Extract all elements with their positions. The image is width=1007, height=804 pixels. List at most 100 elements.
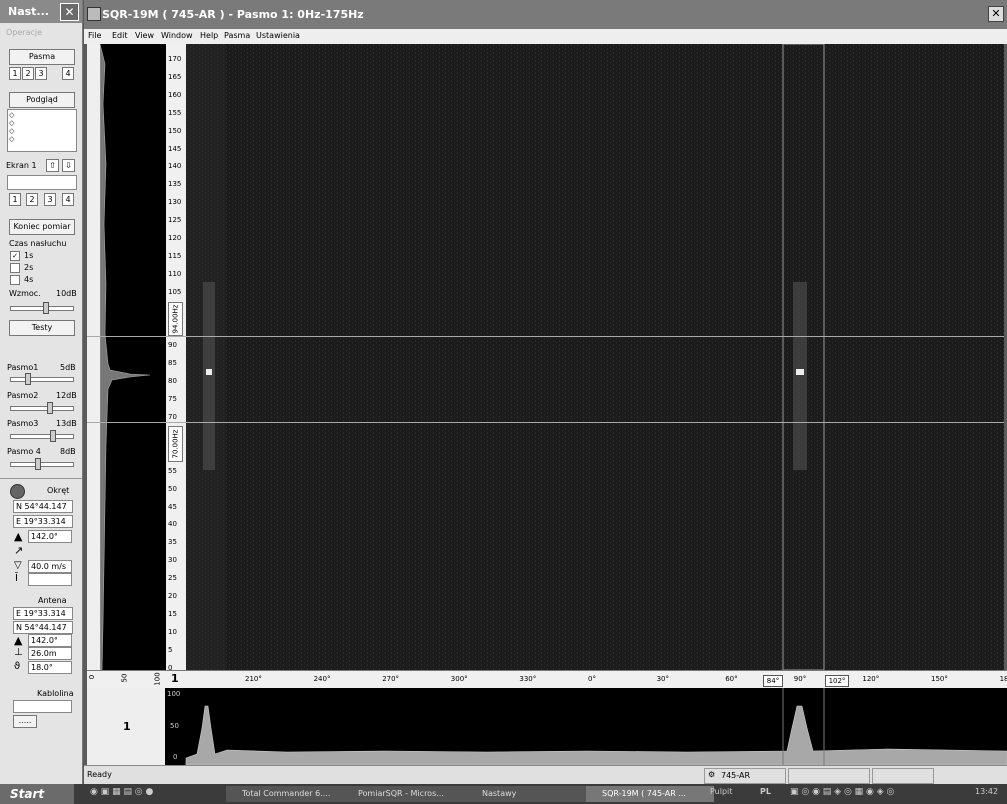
preview-list[interactable]: ◇ ◇ ◇ ◇ xyxy=(7,109,77,152)
freq-tick-15: 15 xyxy=(168,609,177,618)
taskbar: Start ◉ ▣ ▦ ▤ ◎ ● Total Commander 6.... … xyxy=(0,784,1007,804)
menu-help[interactable]: Help xyxy=(200,31,219,40)
freq-tick-90: 90 xyxy=(168,341,177,350)
kablolina-button[interactable]: ..... xyxy=(13,715,37,728)
app-icon xyxy=(87,7,101,21)
freq-tick-85: 85 xyxy=(168,359,177,368)
freq-tick-170: 170 xyxy=(168,55,182,63)
antena-heading-icon: ▲ xyxy=(14,634,23,647)
pasmo4-slider[interactable] xyxy=(10,458,74,470)
podglad-button[interactable]: Podgląd xyxy=(9,92,75,108)
task-total-commander[interactable]: Total Commander 6.... xyxy=(226,786,346,802)
lower-frequency-cursor[interactable] xyxy=(87,422,1004,423)
ekran-label: Ekran 1 xyxy=(6,161,37,170)
pasma-button[interactable]: Pasma xyxy=(9,49,75,65)
pasmo1-slider[interactable] xyxy=(10,373,74,385)
signal-peak-right xyxy=(796,369,804,375)
status-panel-3 xyxy=(872,768,934,784)
close-icon[interactable]: ✕ xyxy=(988,6,1004,22)
okret-longitude: E 19°33.314 xyxy=(13,515,73,528)
czas-1s-checkbox[interactable]: ✓ xyxy=(10,251,20,261)
ekran-4-button[interactable]: 4 xyxy=(62,193,74,206)
freq-tick-165: 165 xyxy=(168,72,182,81)
czas-2s-checkbox[interactable] xyxy=(10,263,20,273)
czas-4s-checkbox[interactable] xyxy=(10,275,20,285)
ekran-1-button[interactable]: 1 xyxy=(9,193,21,206)
waterfall-display[interactable] xyxy=(186,44,1004,670)
pasma-4-button[interactable]: 4 xyxy=(62,67,74,80)
arrow-down-icon[interactable]: ⇩ xyxy=(62,159,75,172)
okret-extra-field xyxy=(28,573,72,586)
pasmo3-slider[interactable] xyxy=(10,430,74,442)
menu-view[interactable]: View xyxy=(135,31,154,40)
settings-panel-titlebar: Nast... ✕ xyxy=(0,0,82,23)
freq-tick-25: 25 xyxy=(168,574,177,583)
wzmoc-slider[interactable] xyxy=(10,302,74,314)
menu-edit[interactable]: Edit xyxy=(112,31,128,40)
testy-button[interactable]: Testy xyxy=(9,320,75,336)
pasmo3-label: Pasmo3 xyxy=(7,419,39,428)
koniec-pomiar-button[interactable]: Koniec pomiar xyxy=(9,219,75,235)
menu-window[interactable]: Window xyxy=(161,31,193,40)
ekran-field[interactable] xyxy=(7,175,77,190)
bearing-marker-right[interactable]: 102° xyxy=(825,675,849,687)
pasmo1-slider-knob[interactable] xyxy=(25,373,31,385)
task-sqr19m[interactable]: SQR-19M ( 745-AR ... xyxy=(586,786,714,802)
bearing-marker-left[interactable]: 84° xyxy=(763,675,783,687)
frequency-ruler: 170 165 160 155 150 145 140 135 130 125 120 115 110 1… xyxy=(166,44,187,672)
kablolina-field[interactable] xyxy=(13,700,72,713)
wzmoc-slider-knob[interactable] xyxy=(43,302,49,314)
pasmo2-slider-knob[interactable] xyxy=(47,402,53,414)
start-label: Start xyxy=(10,787,45,801)
pasma-1-button[interactable]: 1 xyxy=(9,67,21,80)
menu-pasma[interactable]: Pasma xyxy=(224,31,251,40)
pasma-3-button[interactable]: 3 xyxy=(35,67,47,80)
wzmoc-label: Wzmoc. xyxy=(9,289,41,298)
operations-label: Operacje xyxy=(6,28,43,37)
pasmo2-slider[interactable] xyxy=(10,402,74,414)
menu-ustawienia[interactable]: Ustawienia xyxy=(256,31,300,40)
pasmo4-label: Pasmo 4 xyxy=(7,447,41,456)
freq-tick-130: 130 xyxy=(168,198,182,207)
system-tray-icons[interactable]: ▣ ◎ ◉ ▤ ◈ ◎ ▦ ◉ ◈ ◎ xyxy=(790,787,895,797)
start-button[interactable]: Start xyxy=(0,784,74,804)
pasma-2-button[interactable]: 2 xyxy=(22,67,34,80)
freq-tick-125: 125 xyxy=(168,216,182,225)
antena-depth: 26.0m xyxy=(28,647,72,660)
czas-4s-label: 4s xyxy=(24,275,34,284)
ekran-2-button[interactable]: 2 xyxy=(26,193,38,206)
depth-icon: Ī xyxy=(15,573,18,584)
freq-tick-5: 5 xyxy=(168,645,173,654)
pasmo4-slider-knob[interactable] xyxy=(35,458,41,470)
quick-launch-icons[interactable]: ◉ ▣ ▦ ▤ ◎ ● xyxy=(90,787,154,797)
menu-file[interactable]: File xyxy=(88,31,102,40)
language-indicator[interactable]: PL xyxy=(760,787,771,796)
spectrum-panel xyxy=(100,44,166,670)
ekran-3-button[interactable]: 3 xyxy=(44,193,56,206)
pulpit-toolbar[interactable]: Pulpit xyxy=(710,787,733,796)
freq-tick-160: 160 xyxy=(168,90,182,99)
antena-longitude: E 19°33.314 xyxy=(13,607,73,620)
spectrum-axis-0: 0 xyxy=(88,674,97,680)
pasmo3-value: 13dB xyxy=(56,419,77,428)
heading-arrow-icon: ▲ xyxy=(14,530,23,543)
bearing-tick-6: 30° xyxy=(656,675,670,683)
arrow-up-icon[interactable]: ⇧ xyxy=(46,159,59,172)
task-nastawy[interactable]: Nastawy xyxy=(466,786,586,802)
trace-tick-50: 50 xyxy=(170,722,179,730)
settings-panel-title: Nast... xyxy=(8,5,49,18)
bearing-selection-box[interactable] xyxy=(782,44,825,670)
main-window-title: SQR-19M ( 745-AR ) - Pasmo 1: 0Hz-175Hz xyxy=(102,8,364,21)
task-pomiarsqr[interactable]: PomiarSQR - Micros... xyxy=(342,786,470,802)
freq-tick-105: 105 xyxy=(168,287,182,296)
preview-diamond-icons: ◇ ◇ ◇ ◇ xyxy=(9,111,15,143)
close-icon[interactable]: ✕ xyxy=(60,3,79,21)
pasmo3-slider-knob[interactable] xyxy=(50,430,56,442)
freq-tick-115: 115 xyxy=(168,251,182,260)
pasmo4-value: 8dB xyxy=(60,447,76,456)
kablolina-label: Kablolina xyxy=(37,689,74,698)
ship-status-icon xyxy=(10,484,25,499)
divider xyxy=(0,478,82,479)
bearing-trace-curve xyxy=(185,705,1007,765)
upper-frequency-cursor[interactable] xyxy=(87,336,1004,337)
